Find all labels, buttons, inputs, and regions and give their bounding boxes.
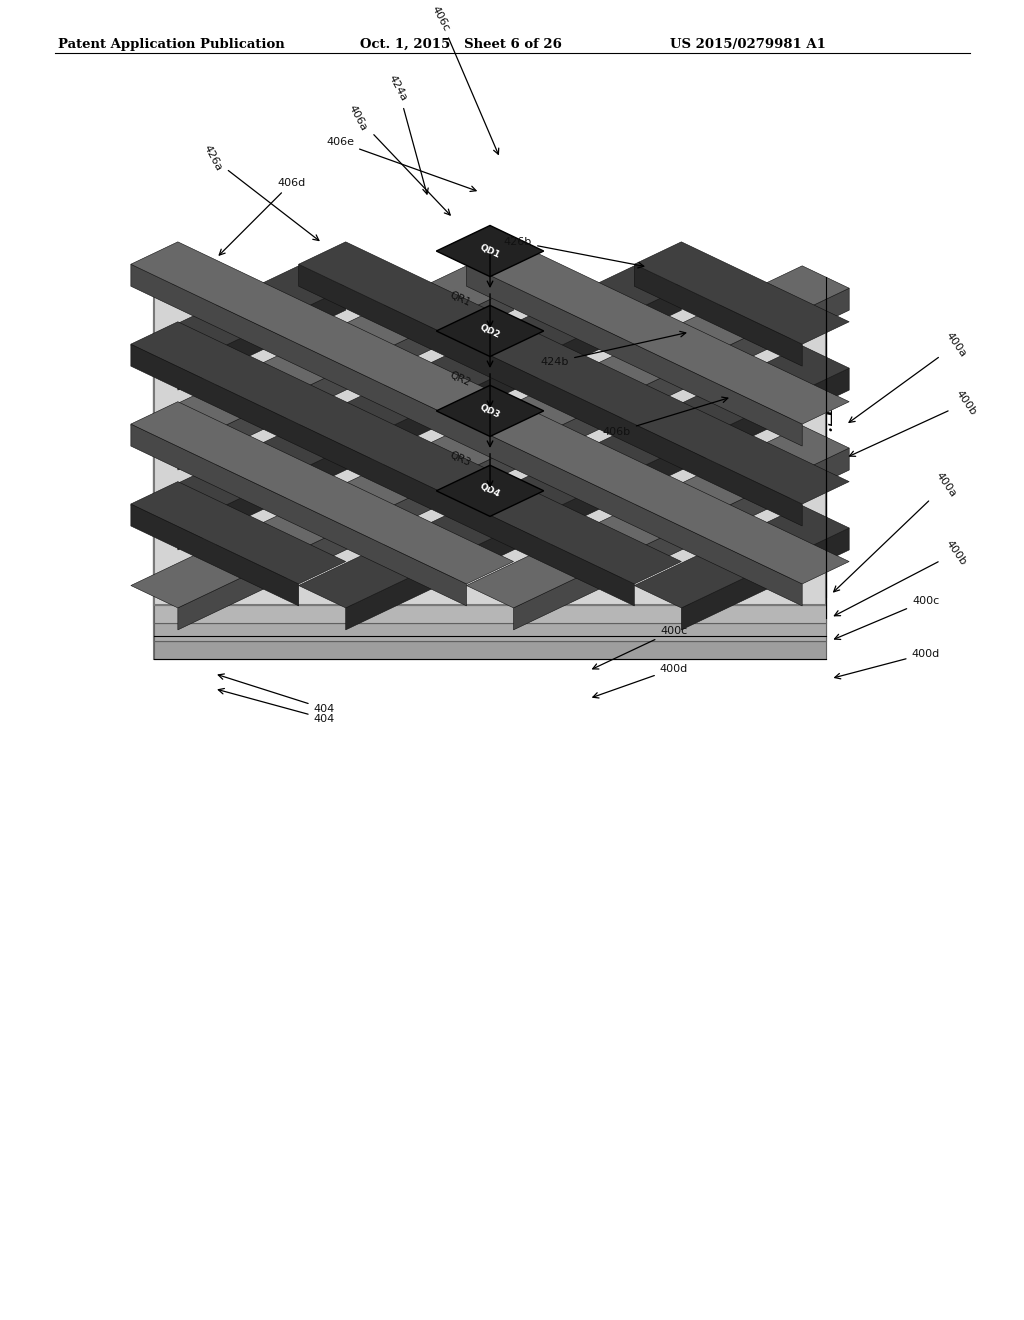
Polygon shape: [155, 285, 825, 605]
Polygon shape: [131, 242, 849, 583]
Polygon shape: [467, 242, 849, 424]
Text: 406d: 406d: [219, 178, 305, 255]
Text: QR2: QR2: [447, 370, 472, 388]
Polygon shape: [513, 447, 849, 630]
Polygon shape: [131, 482, 346, 583]
Polygon shape: [131, 265, 681, 528]
Text: 424b: 424b: [541, 331, 686, 367]
Polygon shape: [155, 605, 825, 623]
Polygon shape: [131, 322, 681, 583]
Polygon shape: [131, 265, 849, 609]
Polygon shape: [131, 504, 299, 606]
Polygon shape: [634, 264, 802, 366]
Text: 400d: 400d: [835, 648, 940, 678]
Text: QR1: QR1: [447, 290, 472, 308]
Polygon shape: [131, 265, 346, 368]
Polygon shape: [346, 368, 849, 630]
Polygon shape: [436, 465, 544, 516]
Text: 424a: 424a: [387, 74, 428, 194]
Polygon shape: [131, 264, 802, 606]
Text: 400a: 400a: [849, 330, 968, 422]
Text: US 2015/0279981 A1: US 2015/0279981 A1: [670, 38, 825, 51]
Text: QD1: QD1: [478, 243, 502, 260]
Polygon shape: [299, 346, 849, 609]
Text: QD3: QD3: [478, 403, 502, 420]
Polygon shape: [131, 265, 513, 447]
Text: 400c: 400c: [593, 626, 687, 669]
Polygon shape: [178, 288, 681, 550]
Polygon shape: [436, 226, 544, 277]
Text: 426a: 426a: [202, 144, 318, 240]
Text: 426b: 426b: [504, 238, 644, 268]
Polygon shape: [155, 321, 825, 640]
Text: QD4: QD4: [478, 482, 502, 499]
Text: 400d: 400d: [593, 664, 688, 698]
Polygon shape: [436, 385, 544, 437]
Text: 400a: 400a: [834, 470, 957, 591]
Polygon shape: [178, 288, 849, 630]
Polygon shape: [155, 640, 825, 659]
Text: 406b: 406b: [603, 397, 728, 437]
Text: 404: 404: [218, 675, 335, 714]
Text: 406c: 406c: [429, 4, 499, 154]
Polygon shape: [634, 242, 849, 345]
Polygon shape: [299, 264, 802, 525]
Polygon shape: [467, 425, 849, 609]
Polygon shape: [131, 401, 513, 583]
Polygon shape: [155, 304, 825, 623]
Text: QD2: QD2: [478, 322, 502, 339]
Polygon shape: [155, 339, 825, 659]
Text: QR3: QR3: [447, 450, 472, 469]
Polygon shape: [299, 242, 849, 504]
Polygon shape: [436, 305, 544, 356]
Text: Oct. 1, 2015   Sheet 6 of 26: Oct. 1, 2015 Sheet 6 of 26: [360, 38, 562, 51]
Polygon shape: [131, 424, 467, 606]
Polygon shape: [467, 264, 802, 446]
Polygon shape: [681, 528, 849, 630]
Text: 400b: 400b: [850, 388, 978, 457]
Text: 404: 404: [218, 689, 335, 723]
Polygon shape: [131, 345, 634, 606]
Text: 400b: 400b: [835, 539, 968, 615]
Text: 406e: 406e: [327, 137, 476, 191]
Polygon shape: [155, 623, 825, 640]
Text: 400c: 400c: [835, 595, 939, 639]
Polygon shape: [178, 288, 346, 391]
Polygon shape: [178, 288, 513, 470]
Polygon shape: [634, 506, 849, 609]
Text: 406a: 406a: [347, 103, 451, 215]
Text: Patent Application Publication: Patent Application Publication: [58, 38, 286, 51]
Text: Fig. 4c: Fig. 4c: [807, 405, 833, 496]
